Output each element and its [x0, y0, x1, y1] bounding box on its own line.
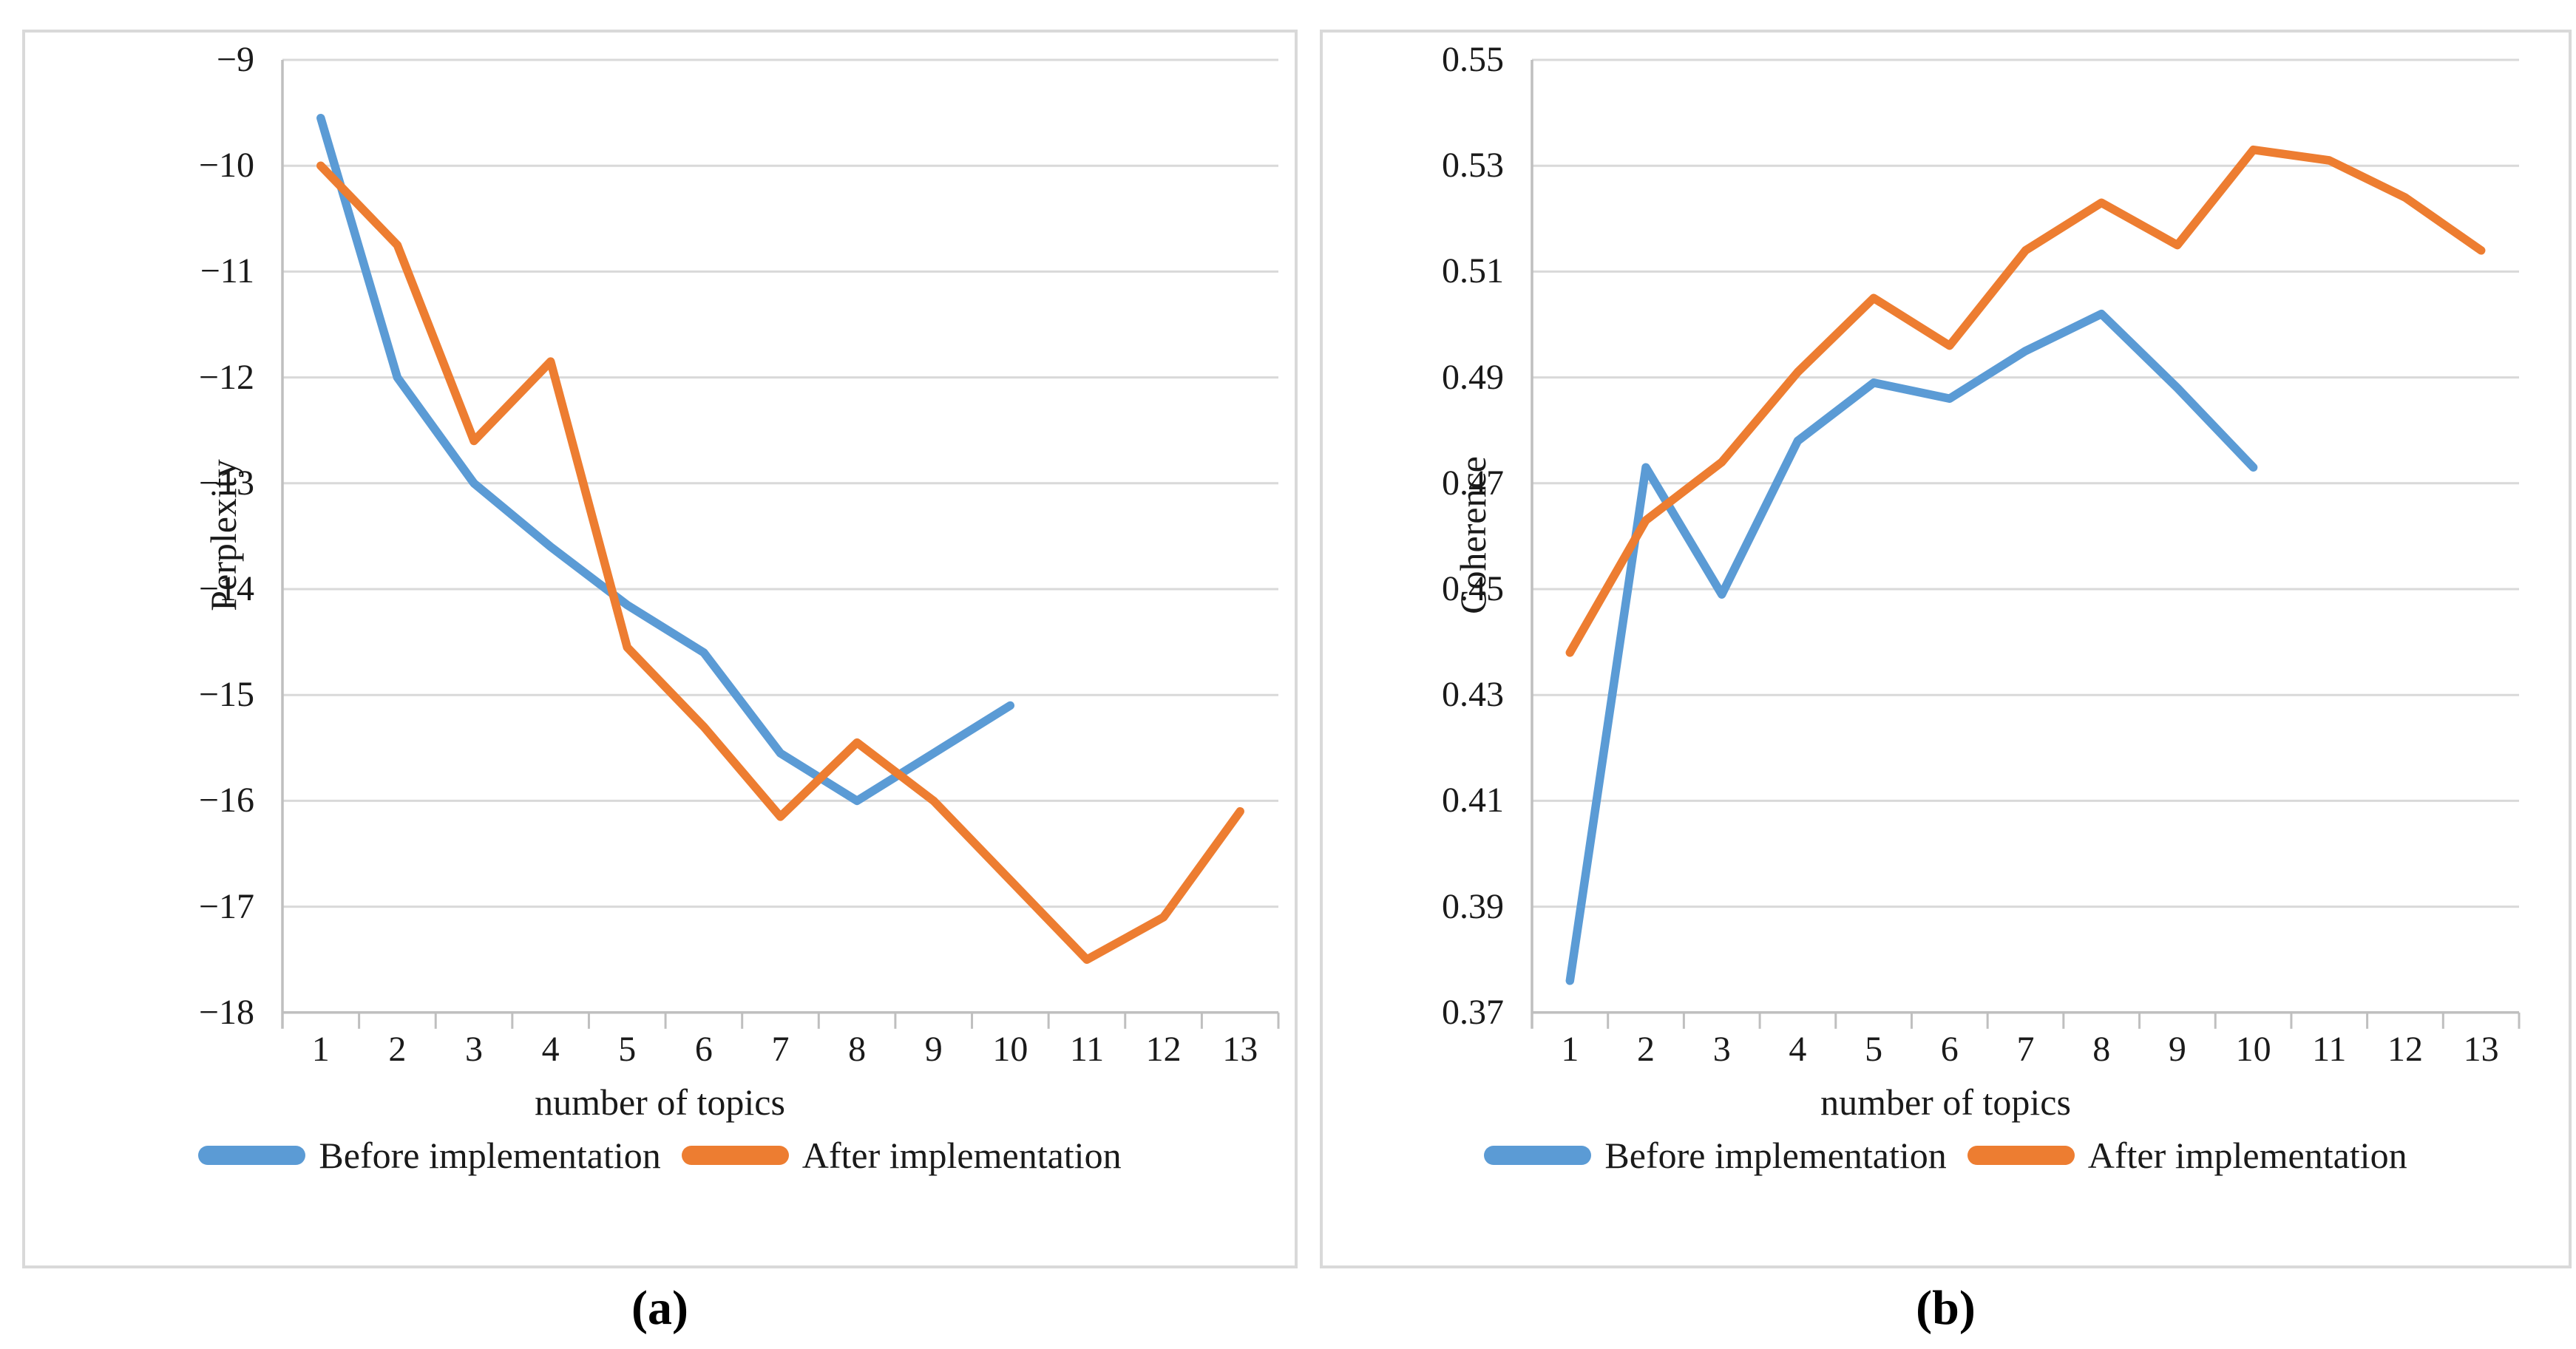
x-tick-label: 7 [771, 1030, 790, 1069]
legend-item-after: After implementation [1967, 1134, 2407, 1177]
x-tick-label: 8 [848, 1030, 867, 1069]
x-tick-label: 12 [2387, 1030, 2423, 1069]
legend-label-after: After implementation [2087, 1135, 2407, 1176]
legend-item-before: Before implementation [198, 1134, 661, 1177]
x-tick-label: 10 [2235, 1030, 2271, 1069]
legend-label-before: Before implementation [1604, 1135, 1947, 1176]
x-tick-label: 9 [2168, 1030, 2186, 1069]
after-implementation-line [1565, 145, 2486, 657]
figure-caption-b: (b) [1916, 1281, 1976, 1335]
y-tick-label: 0.45 [1442, 569, 1504, 608]
y-tick-label: 0.51 [1442, 251, 1504, 291]
y-tick-label: −13 [198, 463, 254, 503]
x-tick-label: 13 [2463, 1030, 2499, 1069]
after-series-swatch [681, 1146, 789, 1165]
x-tick-label: 6 [1940, 1030, 1959, 1069]
x-tick-label: 11 [2312, 1030, 2347, 1069]
x-tick-label: 11 [1069, 1030, 1105, 1069]
x-tick-label: 3 [1712, 1030, 1731, 1069]
y-tick-label: 0.49 [1442, 357, 1504, 397]
x-tick-label: 2 [388, 1030, 407, 1069]
x-tick-label: 3 [465, 1030, 484, 1069]
y-tick-label: 0.55 [1442, 40, 1504, 79]
figure-caption-a: (a) [631, 1281, 688, 1335]
x-tick-label: 7 [2016, 1030, 2035, 1069]
x-tick-label: 5 [1865, 1030, 1883, 1069]
x-tick-label: 10 [992, 1030, 1028, 1069]
x-tick-label: 1 [311, 1030, 330, 1069]
x-axis-title: number of topics [535, 1081, 785, 1123]
y-tick-label: 0.47 [1442, 463, 1504, 503]
y-tick-label: −11 [200, 251, 254, 291]
y-axis-title-coherence: Coherence [1452, 456, 1494, 615]
y-tick-label: −16 [198, 781, 254, 820]
x-tick-label: 8 [2092, 1030, 2111, 1069]
y-tick-label: −9 [216, 40, 254, 79]
before-series-swatch [1484, 1146, 1592, 1165]
y-tick-label: 0.53 [1442, 146, 1504, 186]
x-tick-label: 2 [1637, 1030, 1655, 1069]
y-tick-label: 0.41 [1442, 781, 1504, 820]
y-tick-label: 0.39 [1442, 886, 1504, 926]
x-tick-label: 1 [1561, 1030, 1579, 1069]
after-implementation-line [316, 161, 1244, 964]
y-axis-title-perplexity: Perplexity [203, 459, 244, 612]
y-tick-label: −18 [198, 992, 254, 1032]
legend-item-after: After implementation [681, 1134, 1122, 1177]
y-tick-label: 0.37 [1442, 992, 1504, 1032]
chart-panel-perplexity: Perplexity −9 −10 −11 −12 −13 −14 −15 −16 −17 −18… [22, 30, 1298, 1268]
before-implementation-line [1565, 309, 2258, 985]
legend: Before implementation After implementati… [1323, 1134, 2569, 1177]
x-tick-label: 12 [1145, 1030, 1182, 1069]
y-tick-label: −12 [198, 357, 254, 397]
x-tick-label: 5 [618, 1030, 637, 1069]
after-series-swatch [1967, 1146, 2075, 1165]
legend: Before implementation After implementati… [25, 1134, 1295, 1177]
before-implementation-line [316, 114, 1015, 806]
x-tick-label: 9 [924, 1030, 943, 1069]
x-tick-label: 4 [541, 1030, 560, 1069]
y-tick-label: −15 [198, 675, 254, 715]
x-tick-label: 4 [1789, 1030, 1807, 1069]
x-tick-label: 13 [1222, 1030, 1258, 1069]
chart-panel-coherence: Coherence 0.55 0.53 0.51 0.49 0.47 0.45 0.43 0.… [1320, 30, 2572, 1268]
y-tick-label: −17 [198, 886, 254, 926]
y-tick-label: −10 [198, 146, 254, 186]
y-tick-label: 0.43 [1442, 675, 1504, 715]
legend-label-after: After implementation [801, 1135, 1122, 1176]
x-tick-label: 6 [694, 1030, 713, 1069]
x-axis-title: number of topics [1820, 1081, 2071, 1123]
legend-label-before: Before implementation [319, 1135, 661, 1176]
y-tick-label: −14 [198, 569, 254, 608]
legend-item-before: Before implementation [1484, 1134, 1947, 1177]
before-series-swatch [198, 1146, 306, 1165]
